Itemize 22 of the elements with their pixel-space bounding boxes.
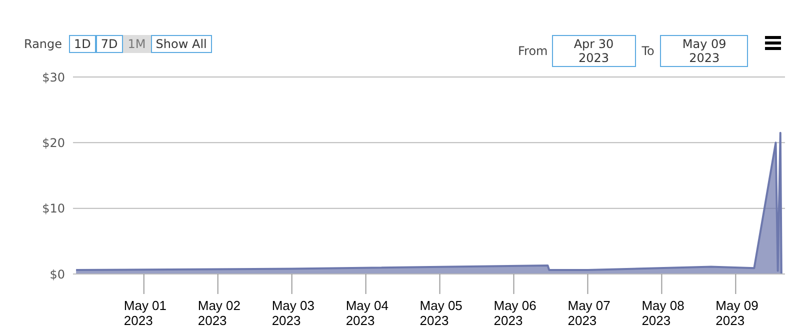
x-tick-label: May 06 2023: [494, 298, 536, 328]
x-tick-label: May 01 2023: [124, 298, 167, 328]
text: 7D: [96, 35, 123, 53]
text: 1D: [69, 35, 96, 53]
text: To: [642, 44, 654, 58]
y-tick-label: $20: [42, 136, 65, 150]
x-tick-label: May 04 2023: [346, 298, 388, 328]
x-tick-label: May 08 2023: [642, 298, 684, 328]
x-tick-label: May 03 2023: [272, 298, 314, 328]
y-tick-label: $10: [42, 202, 65, 216]
text: Show All: [150, 35, 212, 53]
text: Apr 30 2023: [552, 35, 636, 67]
x-tick-label: May 02 2023: [198, 298, 241, 328]
text: From: [518, 44, 548, 58]
x-tick-label: May 09 2023: [716, 298, 758, 328]
x-tick-label: May 05 2023: [420, 298, 462, 328]
y-tick-label: $30: [42, 70, 65, 84]
x-tick-label: May 07 2023: [568, 298, 610, 328]
text: May 09 2023: [660, 35, 748, 67]
text: 1M: [122, 35, 151, 53]
y-tick-label: $0: [50, 267, 65, 282]
text: Range: [24, 37, 62, 51]
